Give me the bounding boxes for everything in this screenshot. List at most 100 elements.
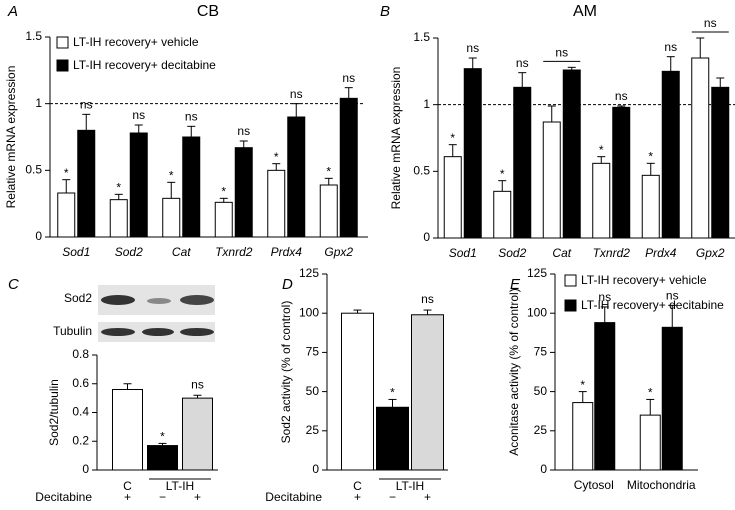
bar: [411, 314, 444, 471]
y-axis-label: Aconitase activity (% of control): [507, 288, 521, 455]
annotation: *: [648, 150, 653, 164]
y-tick-label: 25: [534, 423, 548, 437]
annotation: *: [116, 181, 121, 195]
bar: [376, 406, 409, 471]
annotation: *: [64, 166, 69, 180]
annotation: ns: [342, 71, 355, 85]
blot-band: [180, 328, 214, 336]
bar: [711, 86, 730, 239]
bar: [443, 156, 462, 239]
annotation: *: [390, 386, 395, 400]
x-tick-label: Gpx2: [696, 246, 725, 260]
y-tick-label: 75: [306, 345, 320, 359]
y-tick-label: 0: [35, 229, 42, 243]
treatment-label: Decitabine: [265, 490, 322, 504]
bar: [319, 184, 338, 238]
y-tick-label: 1: [423, 97, 430, 111]
blot-label: Sod2: [64, 291, 92, 305]
y-tick-label: 100: [527, 305, 547, 319]
x-tick-label: Sod1: [62, 245, 90, 259]
y-tick-label: 50: [534, 384, 548, 398]
legend-label: LT-IH recovery+ decitabine: [581, 298, 724, 312]
bar: [112, 389, 143, 471]
treatment-sign: +: [124, 490, 131, 504]
x-tick-label: C: [123, 479, 132, 493]
treatment-sign: −: [389, 490, 396, 504]
annotation: ns: [466, 41, 479, 55]
bar: [147, 445, 178, 471]
treatment-sign: +: [354, 490, 361, 504]
annotation: ns: [615, 89, 628, 103]
x-tick-label: Sod1: [449, 246, 477, 260]
bar: [542, 121, 561, 239]
legend-label: LT-IH recovery+ vehicle: [73, 35, 199, 49]
x-tick-label: Gpx2: [324, 245, 353, 259]
legend-swatch: [564, 274, 577, 287]
annotation: ns: [132, 108, 145, 122]
bar: [77, 129, 96, 238]
legend-label: LT-IH recovery+ decitabine: [73, 58, 216, 72]
annotation: ns: [290, 87, 303, 101]
bar: [463, 68, 482, 239]
x-tick-label: Cat: [172, 245, 191, 259]
bar: [57, 192, 76, 238]
annotation: ns: [191, 377, 204, 391]
x-tick-label: Cat: [552, 246, 571, 260]
panel-label: A: [7, 3, 18, 20]
y-tick-label: 75: [534, 345, 548, 359]
blot-band: [101, 295, 135, 305]
annotation: *: [160, 430, 165, 444]
bar: [639, 414, 661, 471]
x-tick-label: LT-IH: [166, 479, 194, 493]
y-tick-label: 100: [299, 305, 319, 319]
y-tick-label: 0.4: [72, 405, 89, 419]
panel-label: C: [8, 276, 19, 293]
annotation: *: [169, 169, 174, 183]
y-tick-label: 0.6: [72, 376, 89, 390]
y-tick-label: 1.5: [413, 30, 430, 44]
y-tick-label: 0.2: [72, 433, 89, 447]
y-tick-label: 0: [82, 462, 89, 476]
bar: [592, 162, 611, 239]
bar: [287, 116, 306, 238]
y-axis-label: Relative mRNA expression: [4, 66, 18, 209]
annotation: ns: [237, 124, 250, 138]
y-axis-label: Sod2 activity (% of control): [279, 301, 293, 444]
treatment-sign: +: [424, 490, 431, 504]
bar: [234, 147, 253, 238]
chart-title: AM: [573, 3, 597, 20]
x-tick-label: Prdx4: [271, 245, 303, 259]
bar: [339, 97, 358, 238]
annotation: ns: [704, 16, 717, 30]
bar: [661, 70, 680, 239]
y-tick-label: 125: [527, 266, 547, 280]
y-tick-label: 0: [423, 230, 430, 244]
x-tick-label: LT-IH: [396, 479, 424, 493]
annotation: ns: [516, 56, 529, 70]
blot-band: [142, 328, 174, 336]
bar: [493, 190, 512, 239]
bar: [612, 106, 631, 239]
bar: [214, 201, 233, 238]
annotation: ns: [421, 292, 434, 306]
treatment-sign: −: [159, 490, 166, 504]
legend-swatch: [56, 59, 69, 72]
annotation: ns: [80, 98, 93, 112]
bar: [267, 169, 286, 238]
annotation: *: [326, 165, 331, 179]
bar: [641, 174, 660, 239]
y-tick-label: 0.5: [25, 163, 42, 177]
bar: [182, 136, 201, 238]
bar: [562, 69, 581, 239]
annotation: ns: [598, 290, 611, 304]
x-tick-label: Txnrd2: [593, 246, 631, 260]
annotation: *: [648, 386, 653, 400]
y-tick-label: 1.5: [25, 29, 42, 43]
x-tick-label: Mitochondria: [627, 478, 696, 492]
legend-swatch: [564, 299, 577, 312]
annotation: ns: [555, 46, 568, 60]
y-tick-label: 0: [312, 462, 319, 476]
x-tick-label: C: [353, 479, 362, 493]
annotation: *: [450, 131, 455, 145]
